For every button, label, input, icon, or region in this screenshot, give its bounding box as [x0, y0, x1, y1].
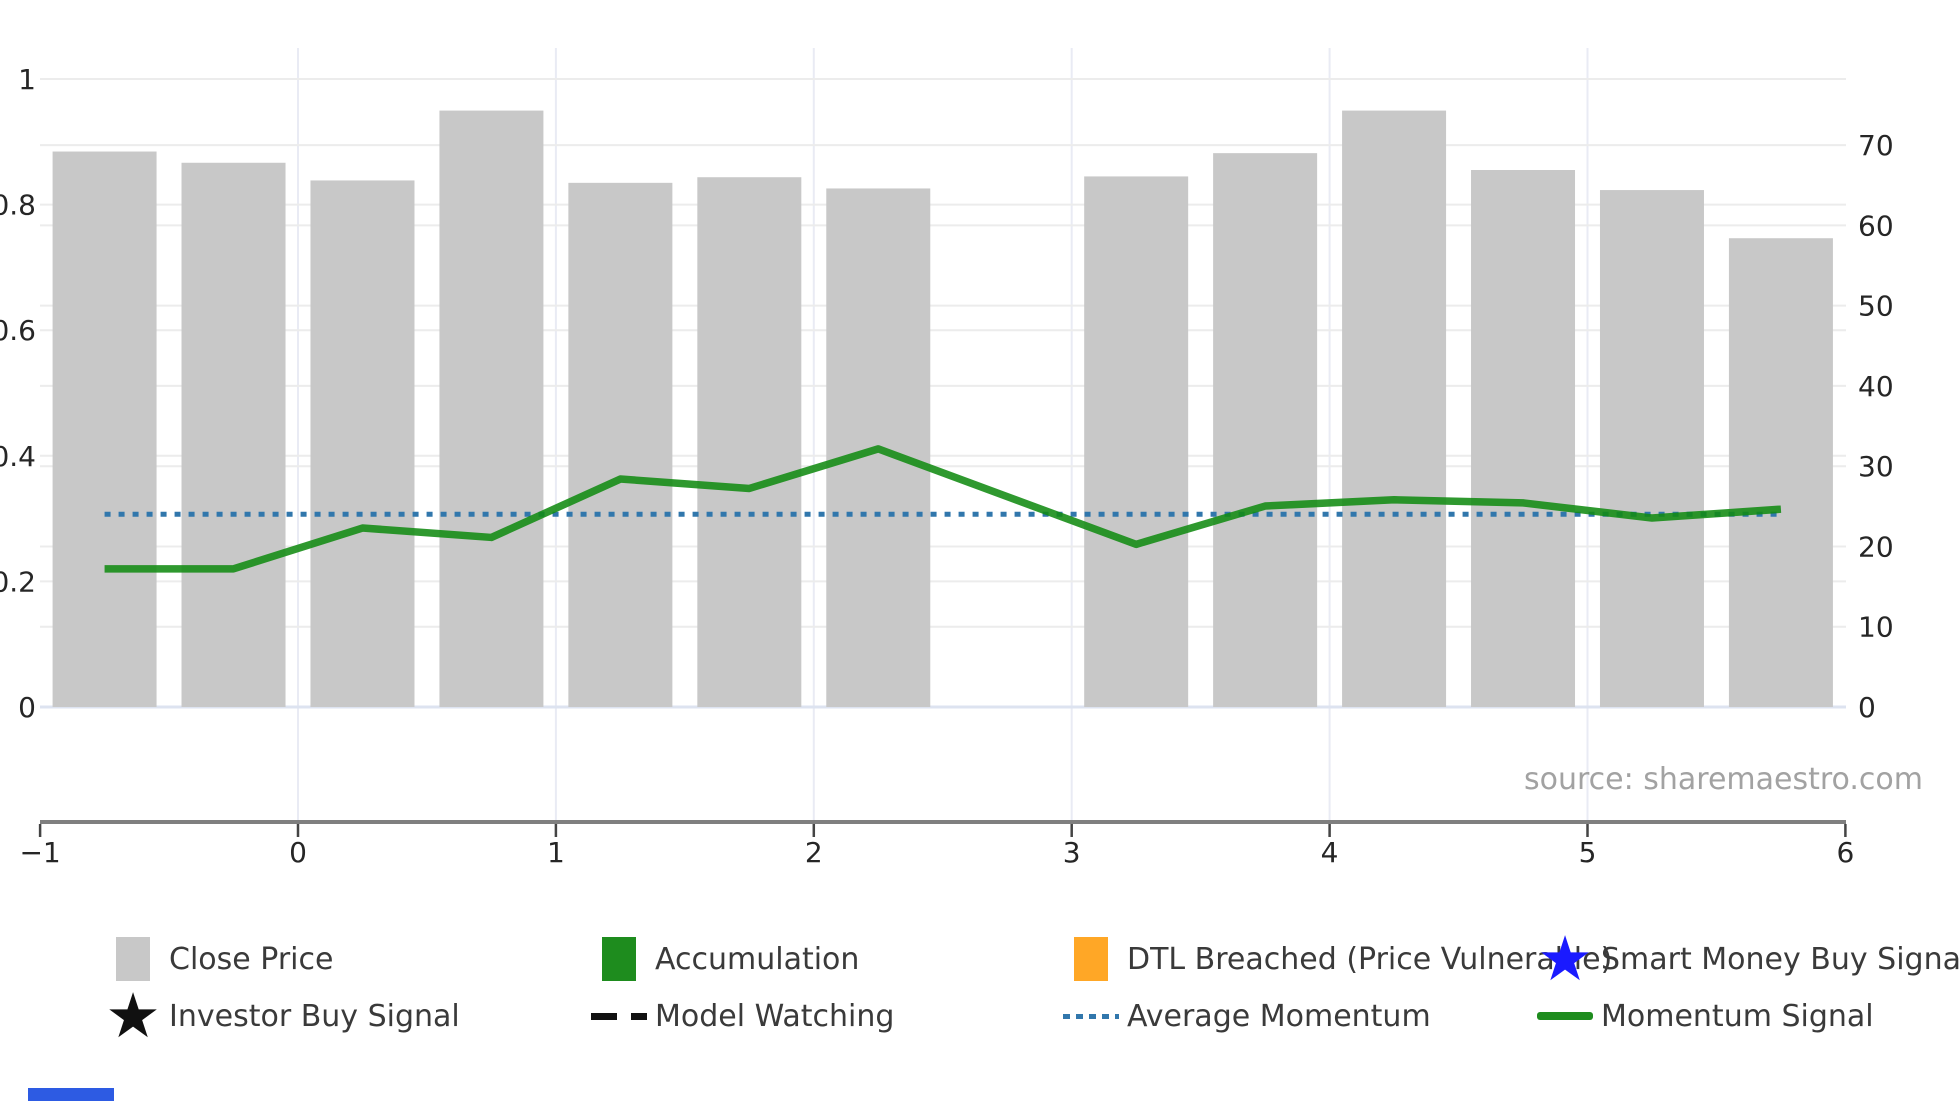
legend-label: Model Watching: [655, 998, 895, 1034]
legend-label: Accumulation: [655, 941, 860, 977]
x-tick-label: 0: [289, 836, 307, 869]
y-left-tick-label: 1: [18, 63, 36, 96]
close-price-bar: [1599, 190, 1704, 707]
x-tick-label: 4: [1321, 836, 1339, 869]
momentum-signal-line: [104, 445, 1782, 573]
source-note: source: sharemaestro.com: [1524, 762, 1923, 797]
legend-item-smart-money: ★ Smart Money Buy Signal: [1537, 922, 1960, 995]
close-price-bar: [439, 110, 544, 708]
bottom-left-blue-strip: [28, 1088, 114, 1101]
dtl-breached-swatch-icon: [1063, 930, 1119, 988]
close-price-bar: [1471, 169, 1576, 707]
blue-star-icon: ★: [1537, 922, 1593, 995]
legend-label: DTL Breached (Price Vulnerable): [1127, 941, 1613, 977]
x-tick-label: 1: [547, 836, 565, 869]
accumulation-swatch-icon: [591, 930, 647, 988]
close-price-bar: [52, 151, 157, 707]
x-tick-label: 2: [805, 836, 823, 869]
y-right-tick-label: 40: [1858, 370, 1894, 403]
close-price-swatch-icon: [105, 930, 161, 988]
close-price-bar: [1342, 110, 1447, 708]
legend-label: Investor Buy Signal: [169, 998, 460, 1034]
dotted-line-icon: [1063, 987, 1119, 1045]
close-price-bar: [310, 180, 415, 707]
x-tick-label: 6: [1836, 836, 1854, 869]
legend-item-dtl-breached: DTL Breached (Price Vulnerable): [1063, 930, 1612, 988]
green-line-icon: [1537, 987, 1593, 1045]
legend-item-model-watching: Model Watching: [591, 987, 894, 1045]
y-right-tick-label: 0: [1858, 691, 1876, 724]
y-left-tick-label: 0.4: [0, 440, 36, 473]
black-star-icon: ★: [105, 979, 161, 1052]
x-tick-label: −1: [19, 836, 60, 869]
close-price-bar: [568, 182, 673, 707]
legend-item-close-price: Close Price: [105, 930, 333, 988]
y-right-tick-label: 30: [1858, 450, 1894, 483]
x-tick-label: 3: [1063, 836, 1081, 869]
y-left-tick-label: 0.8: [0, 189, 36, 222]
legend-label: Average Momentum: [1127, 998, 1431, 1034]
dashed-line-icon: [591, 987, 647, 1045]
y-right-tick-label: 50: [1858, 290, 1894, 323]
y-right-tick-label: 70: [1858, 129, 1894, 162]
close-price-bar: [697, 177, 802, 707]
y-right-tick-label: 10: [1858, 611, 1894, 644]
y-right-tick-label: 60: [1858, 209, 1894, 242]
y-right-tick-label: 20: [1858, 530, 1894, 563]
legend-item-average-momentum: Average Momentum: [1063, 987, 1431, 1045]
x-tick-label: 5: [1579, 836, 1597, 869]
legend-label: Momentum Signal: [1601, 998, 1874, 1034]
close-price-bar: [1213, 153, 1318, 708]
legend-item-accumulation: Accumulation: [591, 930, 859, 988]
legend-label: Close Price: [169, 941, 334, 977]
y-left-tick-label: 0: [18, 691, 36, 724]
close-price-bar: [181, 162, 286, 707]
close-price-bar: [1084, 176, 1189, 708]
y-left-tick-label: 0.2: [0, 565, 36, 598]
y-left-tick-label: 0.6: [0, 314, 36, 347]
close-price-bar: [1728, 238, 1833, 707]
legend-item-momentum-signal: Momentum Signal: [1537, 987, 1874, 1045]
legend-label: Smart Money Buy Signal: [1601, 941, 1960, 977]
legend-item-investor-buy: ★ Investor Buy Signal: [105, 979, 460, 1052]
